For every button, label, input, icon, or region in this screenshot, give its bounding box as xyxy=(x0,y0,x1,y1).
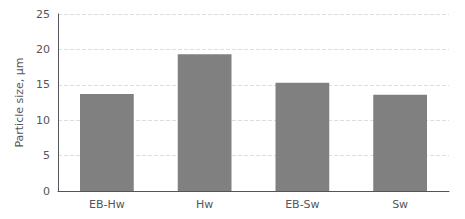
svg-text:Sw: Sw xyxy=(392,198,408,211)
svg-text:EB-Hw: EB-Hw xyxy=(89,198,125,211)
svg-text:0: 0 xyxy=(43,185,50,198)
svg-text:5: 5 xyxy=(43,149,50,162)
svg-text:15: 15 xyxy=(36,78,50,91)
svg-text:10: 10 xyxy=(36,114,50,127)
svg-text:20: 20 xyxy=(36,43,50,56)
svg-text:Particle size, μm: Particle size, μm xyxy=(13,57,26,147)
svg-text:EB-Sw: EB-Sw xyxy=(285,198,319,211)
svg-text:25: 25 xyxy=(36,8,50,21)
svg-text:Hw: Hw xyxy=(196,198,213,211)
